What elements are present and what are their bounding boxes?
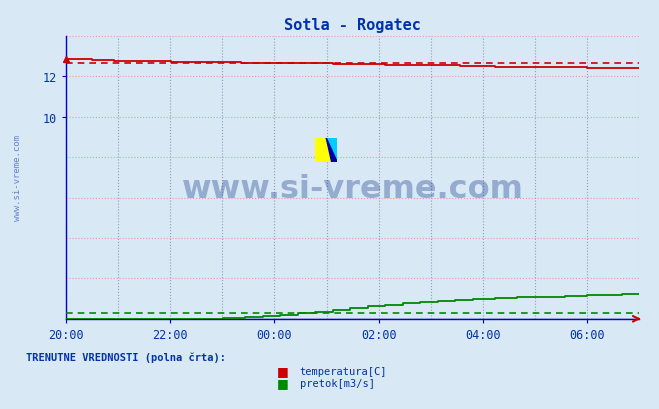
Text: ■: ■ <box>277 364 289 377</box>
Text: pretok[m3/s]: pretok[m3/s] <box>300 378 375 389</box>
Title: Sotla - Rogatec: Sotla - Rogatec <box>284 18 421 33</box>
Text: temperatura[C]: temperatura[C] <box>300 366 387 376</box>
Text: ■: ■ <box>277 377 289 389</box>
Text: www.si-vreme.com: www.si-vreme.com <box>13 135 22 221</box>
Text: www.si-vreme.com: www.si-vreme.com <box>182 174 523 204</box>
Text: TRENUTNE VREDNOSTI (polna črta):: TRENUTNE VREDNOSTI (polna črta): <box>26 351 226 362</box>
